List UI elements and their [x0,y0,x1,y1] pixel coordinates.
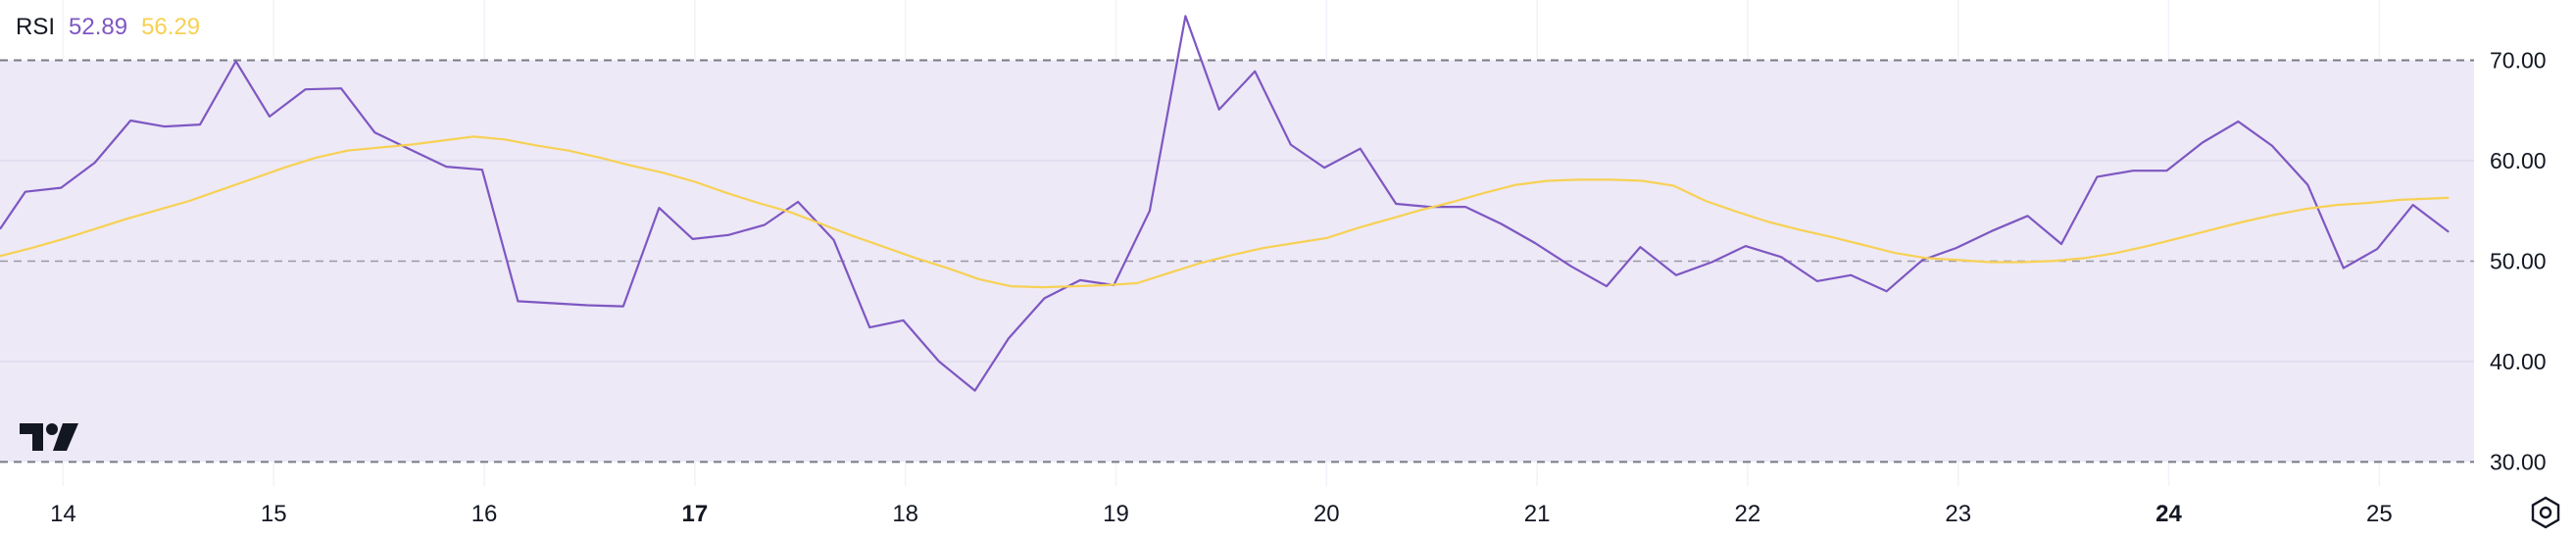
indicator-legend[interactable]: RSI 52.89 56.29 [16,14,200,41]
tradingview-logo-icon[interactable] [20,421,80,458]
rsi-line [0,15,2450,392]
x-tick-label: 22 [1735,501,1761,527]
ma-line [0,135,2450,289]
y-tick-label: 70.00 [2490,47,2547,73]
x-tick-label: 14 [50,501,76,527]
x-tick-label: 19 [1103,501,1129,527]
x-tick-label: 24 [2155,501,2182,527]
x-tick-label: 17 [682,501,709,527]
settings-gear-icon[interactable] [2529,496,2562,534]
indicator-name: RSI [16,14,56,40]
x-tick-label: 15 [261,501,287,527]
y-tick-label: 40.00 [2490,349,2547,374]
x-tick-label: 23 [1945,501,1971,527]
y-tick-label: 60.00 [2490,148,2547,173]
x-tick-label: 21 [1524,501,1551,527]
ma-value: 56.29 [141,14,201,40]
rsi-value: 52.89 [69,14,128,40]
x-tick-label: 25 [2366,501,2393,527]
y-tick-label: 30.00 [2490,449,2547,474]
x-tick-label: 20 [1313,501,1340,527]
y-tick-label: 50.00 [2490,248,2547,273]
x-tick-label: 18 [892,501,918,527]
x-tick-label: 16 [471,501,498,527]
